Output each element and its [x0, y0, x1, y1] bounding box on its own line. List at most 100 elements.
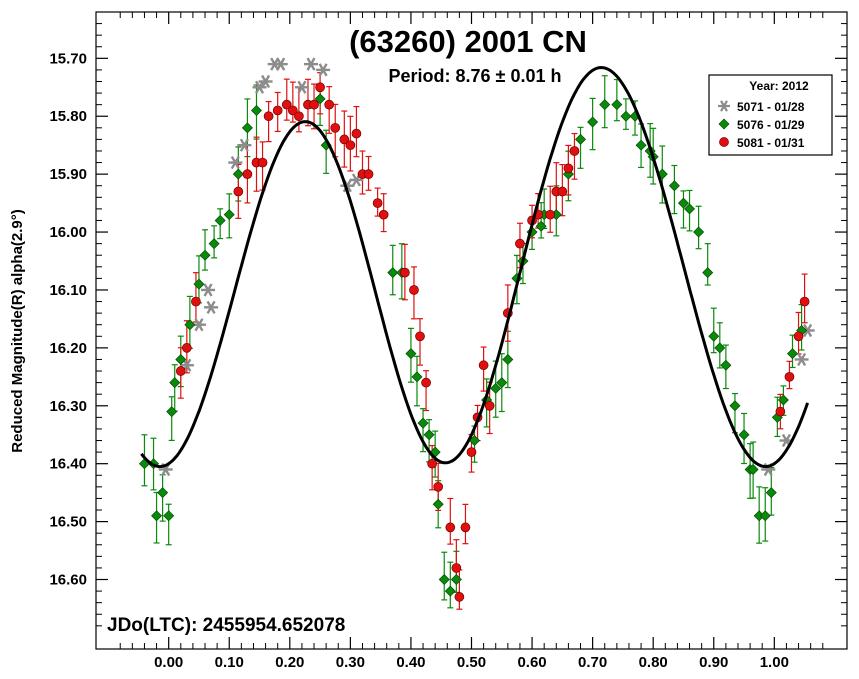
fit-curve: [140, 65, 810, 469]
data-point-series-3: [330, 122, 341, 133]
data-point-series-2: [208, 238, 220, 250]
data-point-series-3: [339, 134, 350, 145]
x-tick-label: 0.40: [396, 654, 425, 671]
legend-label-series-3: 5081 - 01/31: [737, 136, 805, 150]
data-point-series-3: [257, 157, 268, 168]
data-point-series-3: [309, 99, 319, 110]
error-bar: [326, 86, 333, 134]
y-tick-label: 16.60: [49, 572, 87, 589]
error-bar: [447, 497, 454, 545]
data-point-series-3: [515, 238, 525, 249]
data-point-series-2: [251, 104, 262, 116]
y-tick-label: 16.10: [49, 282, 87, 299]
legend-marker-diamond: [718, 118, 730, 130]
data-point-series-3: [545, 209, 556, 220]
data-point-series-1: [252, 80, 267, 94]
data-point-series-2: [199, 249, 211, 261]
data-points: [138, 57, 815, 602]
y-tick-label: 16.20: [49, 340, 87, 357]
data-point-series-2: [708, 330, 720, 342]
data-point-series-3: [181, 343, 192, 353]
data-point-series-3: [569, 146, 580, 156]
data-point-series-3: [281, 99, 292, 110]
epoch-annotation: JDo(LTC): 2455954.652078: [107, 615, 345, 636]
error-bar: [710, 307, 717, 354]
data-point-series-3: [294, 111, 304, 122]
x-tick-label: 1.00: [760, 654, 789, 671]
data-point-series-3: [345, 140, 356, 151]
data-point-series-3: [784, 371, 795, 382]
data-point-series-1: [316, 63, 331, 77]
data-point-series-2: [599, 99, 611, 111]
data-point-series-2: [444, 585, 456, 597]
data-point-series-2: [405, 348, 417, 360]
data-point-series-2: [438, 574, 450, 586]
data-point-series-3: [242, 169, 253, 179]
data-point-series-2: [490, 382, 502, 394]
y-axis-label: Reduced Magnitude(R) alpha(2.9°): [9, 209, 26, 453]
data-point-series-2: [417, 417, 429, 429]
data-point-series-2: [469, 435, 481, 447]
data-point-series-1: [273, 57, 288, 71]
legend: Year: 2012 5071 - 01/28 5076 - 01/29 508…: [708, 74, 833, 156]
x-tick-label: 0.90: [699, 654, 728, 671]
data-point-series-2: [611, 99, 623, 111]
data-point-series-3: [233, 186, 244, 197]
data-point-series-3: [315, 82, 325, 93]
data-point-series-3: [799, 296, 810, 307]
error-bar: [265, 100, 272, 143]
error-bar: [447, 561, 454, 609]
data-point-series-2: [411, 371, 423, 383]
data-point-series-2: [777, 394, 789, 406]
legend-label-series-1: 5071 - 01/28: [737, 100, 805, 114]
data-point-series-3: [557, 186, 568, 197]
data-point-series-2: [241, 122, 253, 134]
data-point-series-3: [484, 400, 495, 411]
data-point-series-2: [587, 116, 599, 128]
axis-ticks: 0.00 0.10 0.20 0.30 0.40 0.50 0.60 0.70 0.80 0.90…: [49, 12, 847, 671]
data-point-series-2: [163, 510, 175, 522]
error-bar: [417, 318, 424, 366]
y-tick-label: 15.90: [49, 166, 87, 183]
data-point-series-2: [193, 278, 205, 290]
y-tick-label: 16.00: [49, 224, 87, 241]
x-tick-label: 0.60: [517, 654, 546, 671]
data-point-series-1: [304, 57, 319, 71]
legend-marker-circle: [719, 137, 729, 147]
error-bar: [547, 185, 554, 233]
legend-box: [708, 74, 833, 156]
data-point-series-3: [175, 366, 186, 376]
data-point-series-3: [415, 331, 425, 342]
data-point-series-2: [214, 214, 226, 226]
x-tick-label: 0.20: [275, 654, 304, 671]
data-point-series-3: [775, 406, 786, 417]
x-tick-label: 0.00: [154, 654, 183, 671]
data-point-series-2: [693, 226, 705, 238]
data-point-series-2: [166, 406, 178, 418]
data-point-series-2: [786, 348, 798, 360]
data-point-series-2: [668, 180, 680, 192]
data-point-series-3: [421, 377, 431, 388]
data-point-series-3: [287, 105, 298, 116]
data-point-series-2: [223, 209, 235, 221]
data-point-series-2: [720, 359, 732, 371]
y-tick-label: 16.30: [49, 398, 87, 415]
data-point-series-2: [729, 400, 741, 412]
data-point-series-3: [400, 267, 410, 278]
data-point-series-3: [372, 198, 383, 208]
data-point-series-3: [351, 128, 362, 139]
x-tick-label: 0.10: [215, 654, 244, 671]
data-point-series-2: [759, 510, 771, 522]
error-bar: [571, 132, 578, 180]
data-point-series-2: [575, 133, 587, 145]
data-point-series-1: [294, 80, 309, 94]
error-bar: [680, 190, 687, 229]
y-tick-label: 15.70: [49, 50, 87, 67]
data-point-series-2: [184, 319, 196, 331]
data-point-series-2: [232, 168, 244, 180]
data-point-series-2: [714, 342, 726, 354]
data-point-series-2: [387, 267, 399, 279]
data-point-series-2: [535, 220, 547, 232]
data-point-series-3: [451, 563, 462, 573]
